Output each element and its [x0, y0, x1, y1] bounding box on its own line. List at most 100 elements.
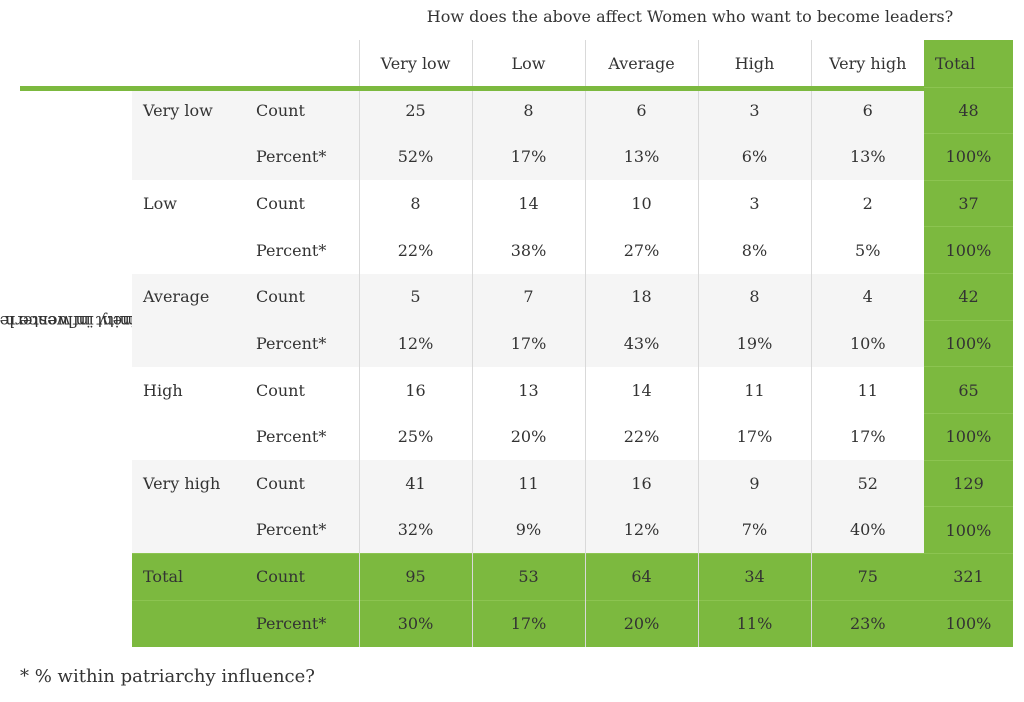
cell-count: 8 — [697, 273, 811, 321]
cell-total-percent: 100% — [924, 319, 1013, 367]
cell-percent: 52% — [358, 133, 472, 181]
stat-label-percent: Percent* — [245, 506, 359, 554]
stat-label-count: Count — [245, 552, 359, 601]
col-header-average: Average — [584, 40, 698, 87]
table-row: Percent* 25% 20% 22% 17% 17% 100% — [132, 412, 1013, 461]
cell-percent: 7% — [697, 506, 811, 554]
cell-total-count: 65 — [924, 366, 1013, 414]
table-row: Low Count 8 14 10 3 2 37 — [132, 179, 1013, 227]
cell-count: 13 — [471, 366, 585, 414]
cell-count: 5 — [358, 273, 472, 321]
cell-percent: 20% — [584, 599, 698, 647]
cell-percent: 43% — [584, 320, 698, 367]
row-label: High — [143, 380, 183, 400]
cell-percent: 20% — [471, 413, 585, 461]
column-variable-title: How does the above affect Women who want… — [426, 7, 954, 26]
cell-total-percent: 100% — [924, 506, 1013, 554]
header-row: Very low Low Average High Very high Tota… — [132, 40, 1013, 87]
table-row: Average Count 5 7 18 8 4 42 — [132, 273, 1013, 321]
stat-label-count: Count — [256, 380, 305, 400]
cell-count: 14 — [584, 366, 698, 414]
row-label-empty — [132, 599, 245, 647]
cell-percent: 27% — [584, 226, 698, 274]
cell-percent: 6% — [697, 133, 811, 181]
cell-percent: 13% — [810, 133, 924, 181]
cell-count: 25 — [358, 87, 472, 134]
cell-count: 9 — [697, 460, 811, 507]
cell-percent: 11% — [697, 599, 811, 647]
cell-percent: 10% — [810, 320, 924, 367]
cell-percent: 8% — [697, 226, 811, 274]
cell-count: 3 — [697, 87, 811, 134]
stat-label-count: Count — [245, 460, 359, 507]
row-label: Average — [132, 273, 245, 321]
row-label-empty — [132, 227, 245, 274]
cell-total-count: 129 — [924, 459, 1013, 507]
cell-percent: 17% — [471, 133, 585, 181]
cell-count: 8 — [358, 180, 472, 227]
cell-count: 95 — [358, 552, 472, 601]
cell-count: 7 — [471, 273, 585, 321]
grand-total-percent: 100% — [924, 599, 1013, 647]
row-label-empty — [132, 133, 245, 181]
cell-percent: 22% — [584, 413, 698, 461]
cell-count: 75 — [810, 552, 924, 601]
row-label: Very high — [132, 460, 245, 507]
cell-total-count: 42 — [924, 273, 1013, 321]
cell-percent: 17% — [471, 599, 585, 647]
cell-total-percent: 100% — [924, 412, 1013, 461]
row-variable-title: How does masculinity influence leadershi… — [0, 106, 278, 536]
cell-count: 3 — [697, 180, 811, 227]
row-label: Low — [143, 194, 177, 214]
cell-count: 6 — [810, 87, 924, 134]
cell-total-percent: 100% — [924, 226, 1013, 274]
total-row: Total Count 95 53 64 34 75 321 — [132, 552, 1013, 601]
table-row: Percent* 12% 17% 43% 19% 10% 100% — [132, 319, 1013, 367]
cell-count: 4 — [810, 273, 924, 321]
stat-label-percent: Percent* — [245, 133, 359, 181]
stat-label-count: Count — [256, 194, 305, 214]
col-header-total: Total — [924, 40, 1013, 87]
cell-count: 41 — [358, 460, 472, 507]
cell-count: 11 — [471, 460, 585, 507]
row-label-empty — [132, 506, 245, 554]
stat-label-percent: Percent* — [245, 599, 359, 647]
cell-count: 18 — [584, 273, 698, 321]
cell-percent: 22% — [358, 226, 472, 274]
cell-count: 11 — [810, 366, 924, 414]
stat-label-percent: Percent* — [256, 240, 327, 260]
table-row: Very low Count 25 8 6 3 6 48 — [132, 86, 1013, 134]
row-label: Very low — [132, 87, 245, 134]
cell-total-percent: 100% — [924, 133, 1013, 181]
cell-percent: 17% — [810, 413, 924, 461]
cell-percent: 9% — [471, 506, 585, 554]
crosstab-table: Very low Low Average High Very high Tota… — [132, 40, 1013, 647]
cell-percent: 23% — [810, 599, 924, 647]
table-row: Percent* 32% 9% 12% 7% 40% 100% — [132, 506, 1013, 554]
cell-count: 14 — [471, 180, 585, 227]
header-empty-1 — [132, 40, 245, 87]
header-divider-line — [20, 86, 924, 91]
row-label-empty — [132, 320, 245, 367]
cell-count: 8 — [471, 87, 585, 134]
cell-total-count: 37 — [924, 179, 1013, 227]
total-row: Percent* 30% 17% 20% 11% 23% 100% — [132, 599, 1013, 647]
stat-label-count: Count — [245, 87, 359, 134]
footnote: * % within patriarchy influence? — [20, 666, 315, 687]
cell-count: 16 — [358, 366, 472, 414]
cell-percent: 19% — [697, 320, 811, 367]
cell-percent: 17% — [697, 413, 811, 461]
cell-percent: 12% — [358, 320, 472, 367]
stat-label-percent: Percent* — [245, 320, 359, 367]
cell-percent: 40% — [810, 506, 924, 554]
cell-count: 10 — [584, 180, 698, 227]
cell-count: 52 — [810, 460, 924, 507]
cell-percent: 30% — [358, 599, 472, 647]
cell-percent: 12% — [584, 506, 698, 554]
cell-count: 11 — [697, 366, 811, 414]
cell-count: 53 — [471, 552, 585, 601]
cell-percent: 17% — [471, 320, 585, 367]
table-row: Very high Count 41 11 16 9 52 129 — [132, 459, 1013, 507]
cell-count: 64 — [584, 552, 698, 601]
table-row: Percent* 52% 17% 13% 6% 13% 100% — [132, 133, 1013, 181]
